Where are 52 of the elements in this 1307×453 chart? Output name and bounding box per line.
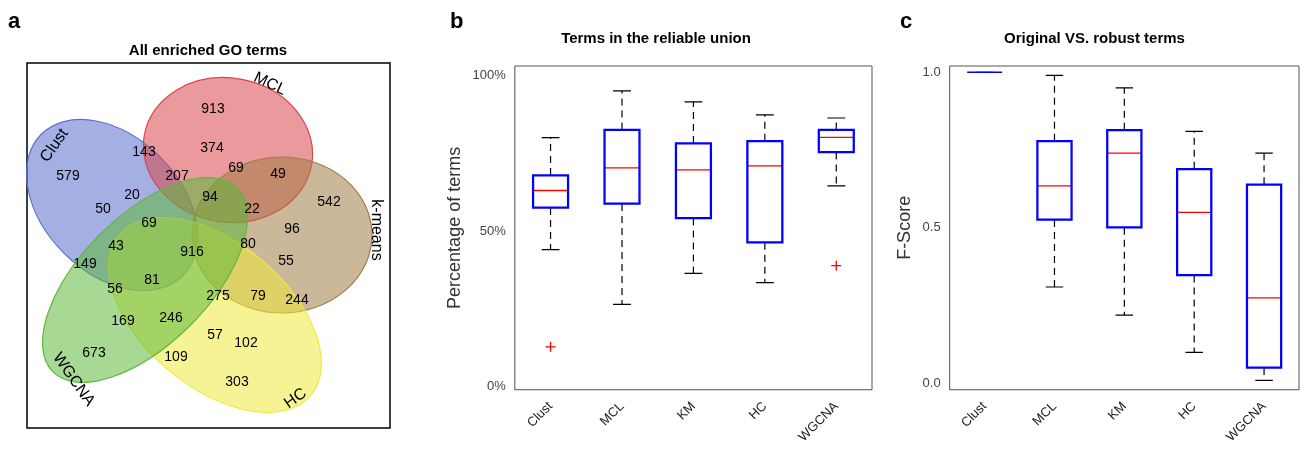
text: 109 bbox=[164, 348, 188, 364]
text: 916 bbox=[180, 243, 204, 259]
y-tick-label: 50% bbox=[479, 222, 507, 238]
text: 81 bbox=[144, 271, 160, 287]
x-tick-label: KM bbox=[673, 398, 699, 423]
text: 913 bbox=[201, 100, 225, 116]
text: 275 bbox=[206, 287, 230, 303]
text: 374 bbox=[200, 139, 224, 155]
text: 244 bbox=[285, 291, 309, 307]
text: 169 bbox=[111, 312, 135, 328]
y-tick-label: 0.0 bbox=[922, 375, 941, 391]
text: a bbox=[8, 8, 21, 34]
category-label: MCL bbox=[251, 68, 290, 98]
text: 69 bbox=[141, 214, 157, 230]
text: b bbox=[450, 8, 464, 34]
text: 22 bbox=[244, 200, 260, 216]
text: 94 bbox=[202, 188, 218, 204]
text: 102 bbox=[234, 334, 258, 350]
y-tick-label: 0.5 bbox=[922, 219, 941, 235]
text: 143 bbox=[132, 143, 156, 159]
text: 49 bbox=[270, 165, 286, 181]
x-tick-label: MCL bbox=[596, 398, 627, 429]
category-label: k-means bbox=[369, 199, 386, 261]
chart-title: Original VS. robust terms bbox=[1004, 29, 1185, 47]
text: All enriched GO terms bbox=[128, 41, 288, 58]
text: 149 bbox=[73, 255, 97, 271]
text: 579 bbox=[56, 167, 80, 183]
y-tick-label: 100% bbox=[472, 66, 507, 82]
text: c bbox=[900, 8, 913, 34]
text: 43 bbox=[108, 237, 124, 253]
text: 55 bbox=[278, 252, 294, 268]
text: 50 bbox=[95, 200, 111, 216]
text: 80 bbox=[240, 235, 256, 251]
x-tick-label: HC bbox=[1174, 398, 1199, 423]
text: 542 bbox=[317, 193, 341, 209]
x-tick-label: MCL bbox=[1029, 398, 1060, 429]
text: 69 bbox=[228, 159, 244, 175]
y-axis-title: F-Score bbox=[893, 195, 914, 260]
y-axis-title: Percentage of terms bbox=[443, 146, 464, 309]
text: 303 bbox=[225, 373, 249, 389]
text: 79 bbox=[250, 287, 266, 303]
text: 20 bbox=[124, 186, 140, 202]
text: 96 bbox=[284, 220, 300, 236]
text: 246 bbox=[159, 309, 183, 325]
y-tick-label: 1.0 bbox=[922, 63, 941, 79]
x-tick-label: HC bbox=[745, 398, 770, 423]
y-tick-label: 0% bbox=[487, 378, 507, 394]
text: 56 bbox=[107, 280, 123, 296]
chart-title: Terms in the reliable union bbox=[561, 29, 751, 47]
x-tick-label: KM bbox=[1104, 398, 1129, 423]
text: 57 bbox=[207, 326, 223, 342]
text: 207 bbox=[165, 167, 189, 183]
